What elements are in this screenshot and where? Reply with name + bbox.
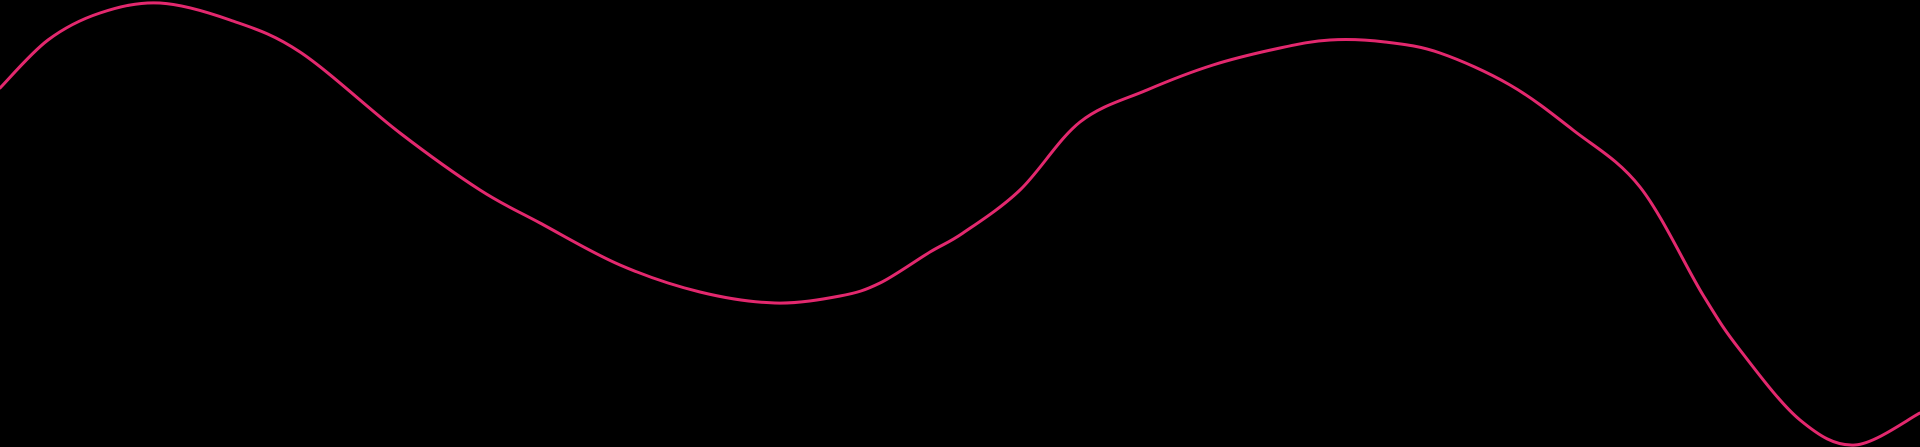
wave-line-path [0, 1, 1920, 447]
wave-chart-svg [0, 1, 1920, 447]
black-canvas [0, 0, 1920, 447]
